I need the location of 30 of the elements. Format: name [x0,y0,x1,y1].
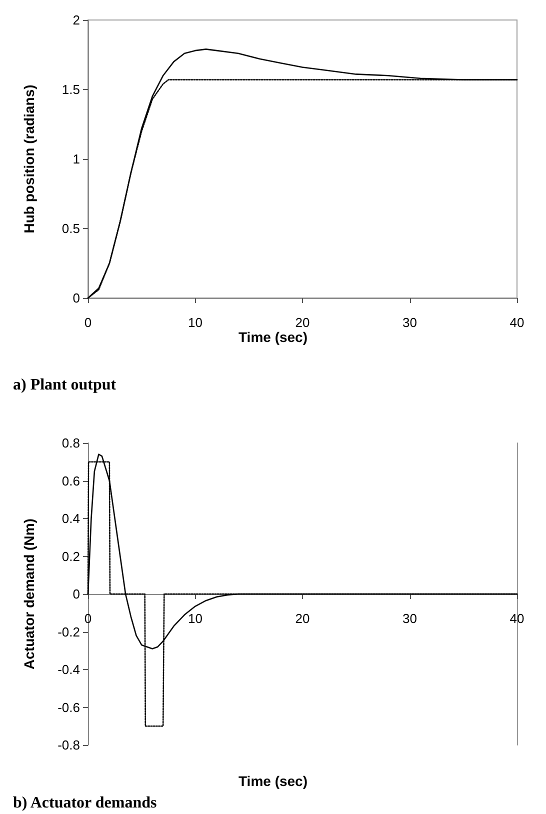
y-tick-label: 1.5 [62,82,80,97]
y-tick-label: 0.6 [62,473,80,488]
text: a) Plant output [13,376,117,394]
x-tick-label: 10 [188,611,202,626]
y-tick-label: -0.8 [58,738,80,752]
y-tick-label: 0.5 [62,221,80,236]
y-tick-label: 0 [72,290,80,306]
y-axis-title: Hub position (radians) [21,84,37,234]
x-tick-label: 20 [295,611,310,626]
x-tick-label: 40 [510,611,524,626]
x-axis-title: Time (sec) [238,329,308,345]
y-tick-label: -0.4 [58,662,80,677]
text: b) Actuator demands [13,794,157,812]
y-tick-label: -0.6 [58,700,80,715]
x-tick-label: 0 [84,315,92,330]
x-tick-label: 30 [402,315,417,330]
y-tick-label: 1 [72,152,80,166]
x-tick-label: 10 [188,315,202,330]
y-tick-label: 2 [72,12,80,28]
y-axis-title: Actuator demand (Nm) [21,518,37,670]
y-tick-label: 0.2 [62,548,80,564]
y-tick-label: -0.2 [58,624,80,640]
y-tick-label: 0.8 [62,436,80,450]
x-axis-title: Time (sec) [238,773,308,789]
x-tick-label: 0 [84,611,92,626]
y-tick-label: 0.4 [62,511,80,526]
x-tick-label: 40 [510,315,524,330]
x-tick-label: 30 [402,611,417,626]
y-tick-label: 0 [72,586,80,602]
x-tick-label: 20 [295,315,310,330]
